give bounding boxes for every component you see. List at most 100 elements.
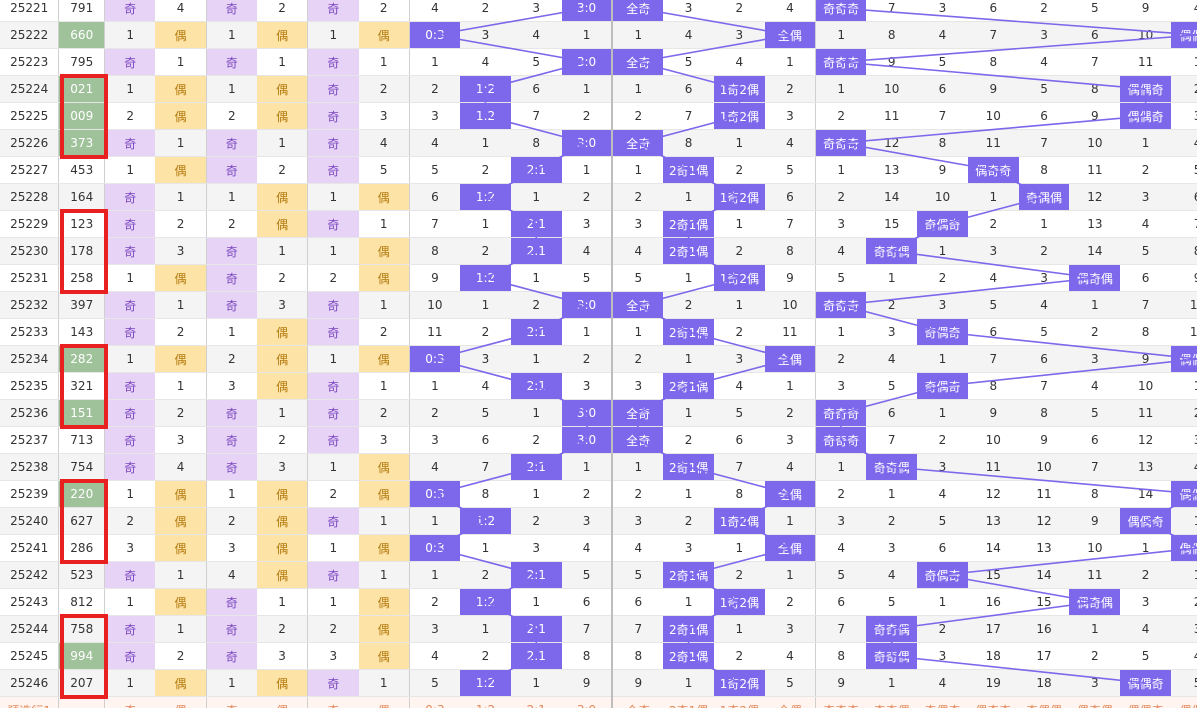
value-cell: 1 (358, 669, 410, 697)
value-cell: 6 (1069, 21, 1121, 49)
value-cell: 偶偶偶 (1171, 21, 1197, 49)
value-cell: 3 (1069, 345, 1121, 373)
value-cell: 2 (561, 102, 613, 130)
value-cell: 3 (510, 534, 562, 562)
number-cell: 151 (58, 399, 105, 427)
value-cell: 1 (815, 453, 867, 481)
issue-cell: 25221 (0, 0, 59, 22)
value-cell: 1 (155, 372, 207, 400)
value-cell: 4 (358, 129, 410, 157)
value-cell: 2 (408, 399, 461, 427)
value-cell: 3:0 (561, 0, 613, 22)
value-cell: 4 (866, 345, 918, 373)
value-cell: 偶 (155, 507, 207, 535)
value-cell: 4 (967, 264, 1019, 292)
value-cell: 奇偶奇 (917, 318, 968, 346)
value-cell: 1 (611, 453, 664, 481)
issue-cell: 25231 (0, 264, 59, 292)
value-cell: 偶 (358, 21, 410, 49)
value-cell: 1 (561, 318, 613, 346)
value-cell: 3:0 (561, 291, 613, 319)
value-cell: 5 (1018, 318, 1070, 346)
value-cell: 4 (815, 534, 867, 562)
value-cell: 17 (1018, 642, 1070, 670)
number-cell: 791 (58, 0, 105, 22)
value-cell: 1 (358, 372, 410, 400)
value-cell: 1 (713, 210, 765, 238)
value-cell: 1 (917, 237, 968, 265)
value-cell: 4 (1018, 48, 1070, 76)
value-cell: 2 (510, 507, 562, 535)
value-cell: 16 (967, 588, 1019, 616)
value-cell: 1 (460, 291, 511, 319)
value-cell: 7 (1018, 129, 1070, 157)
value-cell: 1 (764, 372, 816, 400)
value-cell: 偶 (155, 534, 207, 562)
value-cell: 1 (764, 507, 816, 535)
value-cell: 奇 (307, 102, 359, 130)
value-cell: 奇奇奇 (815, 48, 867, 76)
value-cell: 奇偶偶 (1018, 183, 1070, 211)
value-cell: 2 (713, 0, 765, 22)
footer-cell: 偶偶偶 (1171, 696, 1197, 708)
value-cell: 7 (1069, 453, 1121, 481)
value-cell: 奇 (307, 291, 359, 319)
value-cell: 2 (1120, 561, 1172, 589)
value-cell: 全奇 (611, 0, 664, 22)
value-cell: 4 (764, 129, 816, 157)
value-cell: 2 (460, 237, 511, 265)
value-cell: 1 (1120, 534, 1172, 562)
value-cell: 2 (815, 480, 867, 508)
value-cell: 1 (408, 507, 461, 535)
value-cell: 1 (917, 399, 968, 427)
value-cell: 4 (917, 480, 968, 508)
value-cell: 全奇 (611, 426, 664, 454)
value-cell: 3 (460, 21, 511, 49)
value-cell: 奇 (205, 426, 257, 454)
value-cell: 6 (967, 0, 1019, 22)
value-cell: 1:2 (460, 507, 511, 535)
value-cell: 11 (1120, 48, 1172, 76)
number-cell: 009 (58, 102, 105, 130)
value-cell: 13 (1069, 210, 1121, 238)
value-cell: 偶偶奇 (1120, 669, 1172, 697)
value-cell: 奇 (104, 372, 156, 400)
issue-cell: 25237 (0, 426, 59, 454)
value-cell: 5 (917, 48, 968, 76)
value-cell: 7 (1069, 48, 1121, 76)
value-cell: 15 (967, 561, 1019, 589)
issue-cell: 25246 (0, 669, 59, 697)
value-cell: 奇 (104, 561, 156, 589)
value-cell: 3 (917, 0, 968, 22)
footer-cell: 1:2 (460, 696, 511, 708)
value-cell: 2奇1偶 (663, 318, 714, 346)
value-cell: 2 (866, 291, 918, 319)
value-cell: 1 (256, 237, 308, 265)
value-cell: 3 (815, 372, 867, 400)
value-cell: 奇奇奇 (815, 129, 867, 157)
value-cell: 全偶 (764, 534, 816, 562)
value-cell: 11 (1069, 561, 1121, 589)
value-cell: 1 (104, 480, 156, 508)
number-cell: 812 (58, 588, 105, 616)
value-cell: 4 (663, 21, 714, 49)
value-cell: 3 (460, 345, 511, 373)
value-cell: 全奇 (611, 48, 664, 76)
value-cell: 9 (611, 669, 664, 697)
value-cell: 18 (967, 642, 1019, 670)
value-cell: 奇 (104, 399, 156, 427)
value-cell: 3 (561, 210, 613, 238)
value-cell: 2 (104, 102, 156, 130)
value-cell: 0:3 (408, 345, 461, 373)
value-cell: 1 (104, 588, 156, 616)
value-cell: 2 (460, 0, 511, 22)
value-cell: 8 (815, 642, 867, 670)
value-cell: 1 (663, 345, 714, 373)
value-cell: 偶 (155, 75, 207, 103)
value-cell: 全偶 (764, 21, 816, 49)
value-cell: 3 (917, 642, 968, 670)
footer-cell: 全偶 (764, 696, 816, 708)
